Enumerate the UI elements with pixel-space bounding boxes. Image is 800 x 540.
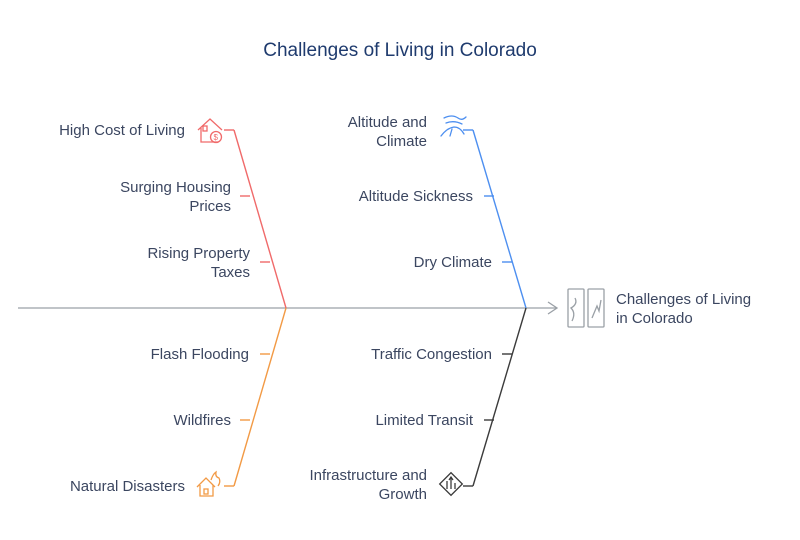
category-infrastructure: Infrastructure and Growth bbox=[309, 467, 427, 503]
branch-altitude bbox=[463, 129, 527, 309]
cause-altitude-sickness: Altitude Sickness bbox=[358, 188, 473, 205]
category-altitude: Altitude and Climate bbox=[347, 114, 427, 150]
cause-dry-climate: Dry Climate bbox=[413, 254, 492, 271]
category-disasters: Natural Disasters bbox=[69, 478, 185, 495]
branch-infrastructure bbox=[463, 307, 527, 487]
cause-flash-flooding: Flash Flooding bbox=[150, 346, 249, 363]
house-fire-icon bbox=[196, 470, 221, 497]
svg-text:$: $ bbox=[214, 133, 219, 142]
house-dollar-icon: $ bbox=[197, 118, 223, 144]
head-icon bbox=[567, 288, 605, 328]
spine-arrowhead bbox=[547, 301, 559, 315]
category-cost: High Cost of Living bbox=[59, 122, 185, 139]
branch-disasters bbox=[224, 307, 287, 487]
cause-traffic-congestion: Traffic Congestion bbox=[371, 346, 492, 363]
cause-wildfires: Wildfires bbox=[173, 412, 231, 429]
diagram-title: Challenges of Living in Colorado bbox=[263, 40, 537, 61]
road-sign-icon bbox=[438, 471, 464, 497]
cause-surging-housing: Surging Housing Prices bbox=[120, 179, 231, 215]
branch-cost bbox=[224, 129, 287, 309]
cause-property-taxes: Rising Property Taxes bbox=[147, 245, 250, 281]
wind-icon bbox=[440, 115, 467, 137]
head-label: Challenges of Living in Colorado bbox=[616, 291, 752, 327]
cause-limited-transit: Limited Transit bbox=[375, 412, 473, 429]
